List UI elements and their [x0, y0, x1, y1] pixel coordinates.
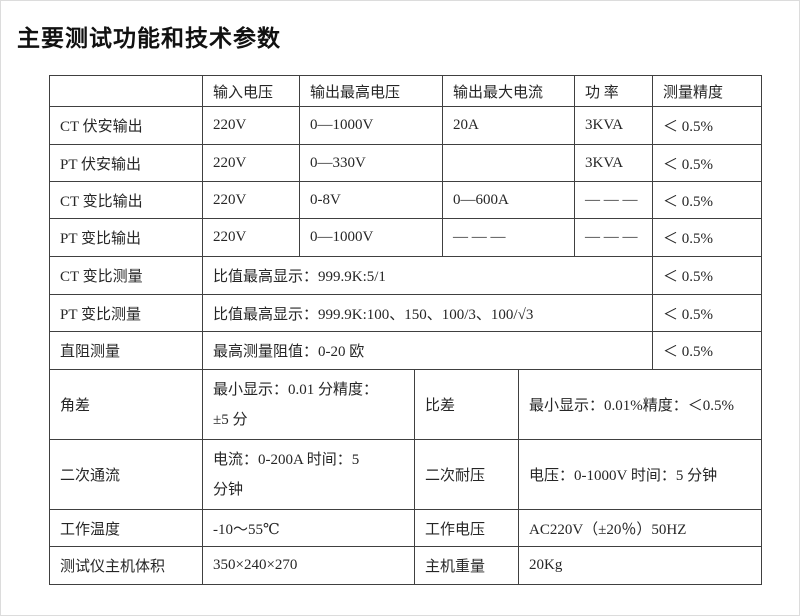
header-input-voltage: 输入电压 [202, 75, 300, 107]
header-max-output-current: 输出最大电流 [442, 75, 576, 107]
row-label-right: 比差 [413, 369, 520, 440]
cell-value-left: 最小显示：0.01 分精度： ±5 分 [202, 369, 415, 440]
table-row: PT 伏安输出 220V 0—330V 3KVA ＜ 0.5% [49, 144, 763, 182]
row-label-right: 二次耐压 [413, 439, 520, 510]
row-label: CT 变比输出 [49, 181, 203, 219]
cell-accuracy: ＜ 0.5% [652, 181, 763, 219]
cell-max-output-voltage: 0-8V [298, 181, 444, 219]
cell-max-output-current [442, 144, 576, 182]
header-power: 功 率 [574, 75, 654, 107]
cell-value-right: AC220V（±20％）50HZ [518, 509, 763, 547]
row-label-right: 工作电压 [413, 509, 520, 547]
table-row: PT 变比测量 比值最高显示：999.9K:100、150、100/3、100/… [49, 294, 763, 332]
cell-value-left: -10～55℃ [202, 509, 415, 547]
cell-accuracy: ＜ 0.5% [652, 144, 763, 182]
cell-input-voltage: 220V [202, 181, 300, 219]
cell-value-left: 电流：0-200A 时间：5 分钟 [202, 439, 415, 510]
cell-power: — — — [574, 218, 654, 257]
cell-max-output-voltage: 0—1000V [298, 218, 444, 257]
row-label: 二次通流 [49, 439, 203, 510]
row-label: 直阻测量 [49, 331, 203, 370]
cell-input-voltage: 220V [202, 106, 300, 145]
cell-value-right: 20Kg [518, 546, 763, 585]
cell-input-voltage: 220V [202, 218, 300, 257]
cell-max-output-voltage: 0—1000V [298, 106, 444, 145]
cell-max-output-voltage: 0—330V [298, 144, 444, 182]
cell-value-right: 电压：0-1000V 时间：5 分钟 [518, 439, 763, 510]
cell-input-voltage: 220V [202, 144, 300, 182]
row-label: CT 变比测量 [49, 256, 203, 295]
cell-power: 3KVA [574, 144, 654, 182]
cell-value-right: 最小显示：0.01%精度：＜0.5% [518, 369, 763, 440]
cell-merged-value: 最高测量阻值：0-20 欧 [201, 331, 654, 370]
cell-accuracy: ＜ 0.5% [652, 294, 763, 332]
row-label: 工作温度 [49, 509, 203, 547]
header-max-output-voltage: 输出最高电压 [298, 75, 444, 107]
row-label: CT 伏安输出 [49, 106, 203, 145]
cell-max-output-current: 20A [442, 106, 576, 145]
row-label: PT 变比测量 [49, 294, 203, 332]
row-label: PT 伏安输出 [49, 144, 203, 182]
header-corner-cell [49, 75, 203, 107]
row-label: 角差 [49, 369, 203, 440]
cell-merged-value: 比值最高显示：999.9K:100、150、100/3、100/√3 [201, 294, 654, 332]
cell-accuracy: ＜ 0.5% [652, 218, 763, 257]
table-row: 测试仪主机体积 350×240×270 主机重量 20Kg [49, 546, 763, 585]
row-label: PT 变比输出 [49, 218, 203, 257]
table-row: 直阻测量 最高测量阻值：0-20 欧 ＜ 0.5% [49, 331, 763, 370]
table-row: 二次通流 电流：0-200A 时间：5 分钟 二次耐压 电压：0-1000V 时… [49, 439, 763, 510]
cell-accuracy: ＜ 0.5% [652, 106, 763, 145]
table-header-row: 输入电压 输出最高电压 输出最大电流 功 率 测量精度 [49, 75, 763, 107]
row-label: 测试仪主机体积 [49, 546, 203, 585]
table-row: PT 变比输出 220V 0—1000V — — — — — — ＜ 0.5% [49, 218, 763, 257]
table-row: 角差 最小显示：0.01 分精度： ±5 分 比差 最小显示：0.01%精度：＜… [49, 369, 763, 440]
table-row: CT 变比测量 比值最高显示：999.9K:5/1 ＜ 0.5% [49, 256, 763, 295]
table-row: CT 变比输出 220V 0-8V 0—600A — — — ＜ 0.5% [49, 181, 763, 219]
cell-merged-value: 比值最高显示：999.9K:5/1 [201, 256, 654, 295]
cell-power: 3KVA [574, 106, 654, 145]
header-accuracy: 测量精度 [652, 75, 763, 107]
cell-max-output-current: 0—600A [442, 181, 576, 219]
cell-max-output-current: — — — [442, 218, 576, 257]
cell-accuracy: ＜ 0.5% [652, 331, 763, 370]
cell-accuracy: ＜ 0.5% [652, 256, 763, 295]
cell-power: — — — [574, 181, 654, 219]
spec-table: 输入电压 输出最高电压 输出最大电流 功 率 测量精度 CT 伏安输出 220V… [49, 75, 763, 585]
table-row: 工作温度 -10～55℃ 工作电压 AC220V（±20％）50HZ [49, 509, 763, 547]
row-label-right: 主机重量 [413, 546, 520, 585]
page-title: 主要测试功能和技术参数 [17, 26, 281, 51]
table-row: CT 伏安输出 220V 0—1000V 20A 3KVA ＜ 0.5% [49, 106, 763, 145]
cell-value-left: 350×240×270 [202, 546, 415, 585]
